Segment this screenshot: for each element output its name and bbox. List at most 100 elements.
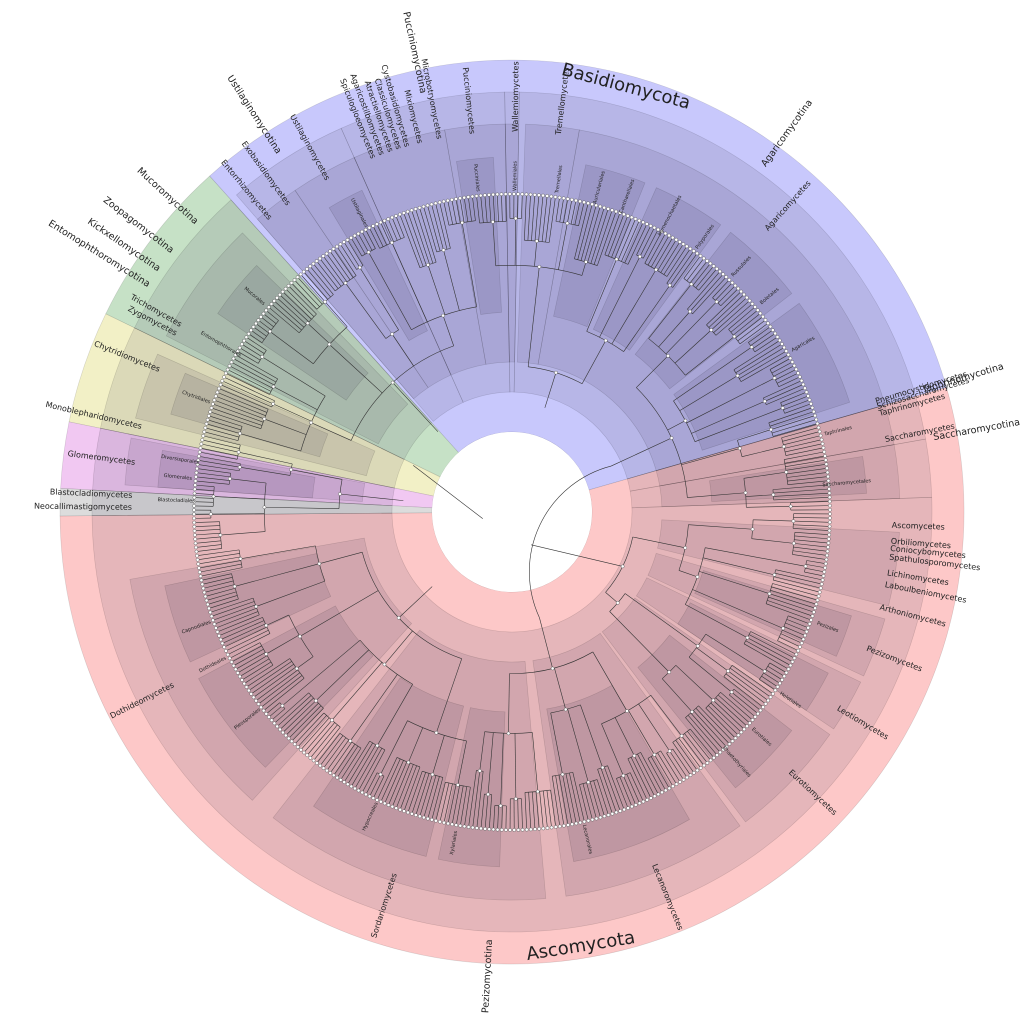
internal-node — [228, 476, 232, 481]
leaf-node — [286, 283, 291, 288]
branch — [369, 227, 380, 249]
leaf-node — [750, 301, 755, 306]
internal-node — [317, 561, 322, 566]
branch — [282, 291, 312, 320]
branch — [539, 617, 553, 669]
leaf-node — [417, 205, 422, 210]
class-band — [353, 129, 487, 376]
leaf-node — [827, 491, 832, 495]
branch — [761, 675, 778, 688]
branch — [273, 386, 318, 410]
branch — [684, 733, 708, 764]
branch — [675, 740, 698, 771]
branch — [480, 195, 484, 223]
leaf-node — [755, 308, 760, 312]
branch — [565, 773, 577, 824]
leaf-node — [512, 192, 516, 196]
leaf-node — [825, 549, 830, 554]
branch — [240, 545, 316, 560]
branch — [717, 694, 750, 724]
branch — [464, 787, 471, 827]
branch — [203, 580, 234, 589]
leaf-node — [817, 590, 822, 594]
internal-node — [262, 505, 267, 510]
branch — [480, 794, 485, 829]
branch — [391, 333, 414, 367]
branch — [775, 569, 823, 581]
leaf-node — [215, 630, 220, 634]
leaf-node — [782, 674, 787, 679]
branch — [713, 300, 750, 333]
branch — [636, 355, 669, 388]
leaf-node — [394, 806, 399, 810]
branch — [333, 743, 356, 776]
branch — [685, 604, 748, 638]
internal-node — [441, 313, 445, 318]
leaf-node — [242, 338, 246, 343]
leaf-node — [823, 458, 828, 462]
leaf-node — [602, 814, 607, 819]
branch — [793, 517, 830, 519]
branch — [457, 740, 467, 785]
internal-node — [695, 644, 700, 648]
internal-node — [323, 299, 327, 304]
leaf-node — [197, 570, 202, 574]
leaf-node — [775, 685, 780, 689]
leaf-node — [667, 786, 672, 791]
branch — [463, 197, 469, 222]
branch — [387, 218, 398, 241]
leaf-node — [267, 715, 271, 719]
branch — [678, 737, 701, 769]
branch — [340, 747, 362, 781]
branch — [720, 692, 753, 721]
leaf-node — [504, 828, 508, 832]
branch — [266, 634, 300, 655]
branch — [271, 708, 286, 721]
branch — [194, 501, 214, 503]
branch — [336, 745, 359, 778]
leaf-node — [192, 504, 196, 508]
leaf-node — [533, 827, 537, 831]
internal-node — [781, 626, 785, 631]
branch — [784, 439, 822, 449]
leaf-node — [708, 261, 713, 266]
branch — [619, 776, 633, 807]
branch — [239, 347, 261, 361]
branch — [692, 276, 727, 315]
leaf-node — [733, 736, 738, 741]
leaf-node — [698, 766, 703, 770]
leaf-node — [272, 299, 277, 303]
branch — [627, 758, 648, 800]
leaf-node — [532, 193, 537, 197]
branch — [581, 261, 587, 276]
branch — [306, 268, 331, 298]
leaf-node — [390, 215, 394, 220]
branch — [524, 194, 527, 241]
order-band — [437, 707, 506, 868]
leaf-node — [197, 566, 201, 570]
internal-node — [679, 734, 684, 738]
leaf-node — [199, 442, 204, 446]
leaf-node — [269, 718, 274, 723]
leaf-node — [788, 663, 793, 668]
internal-node — [586, 780, 591, 785]
branch — [783, 435, 821, 446]
branch — [211, 407, 263, 426]
leaf-node — [353, 786, 357, 791]
leaf-node — [466, 195, 471, 199]
leaf-node — [242, 681, 247, 686]
leaf-node — [633, 217, 638, 221]
leaf-node — [318, 256, 322, 261]
leaf-node — [590, 817, 595, 822]
branch — [632, 536, 686, 549]
branch — [555, 775, 565, 826]
leaf-node — [207, 414, 211, 418]
leaf-node — [827, 524, 832, 529]
leaf-node — [566, 823, 570, 827]
leaf-node — [202, 430, 207, 434]
leaf-node — [360, 229, 364, 234]
branch — [200, 567, 243, 577]
branch — [493, 805, 496, 830]
branch — [768, 596, 814, 613]
branch — [521, 194, 523, 219]
